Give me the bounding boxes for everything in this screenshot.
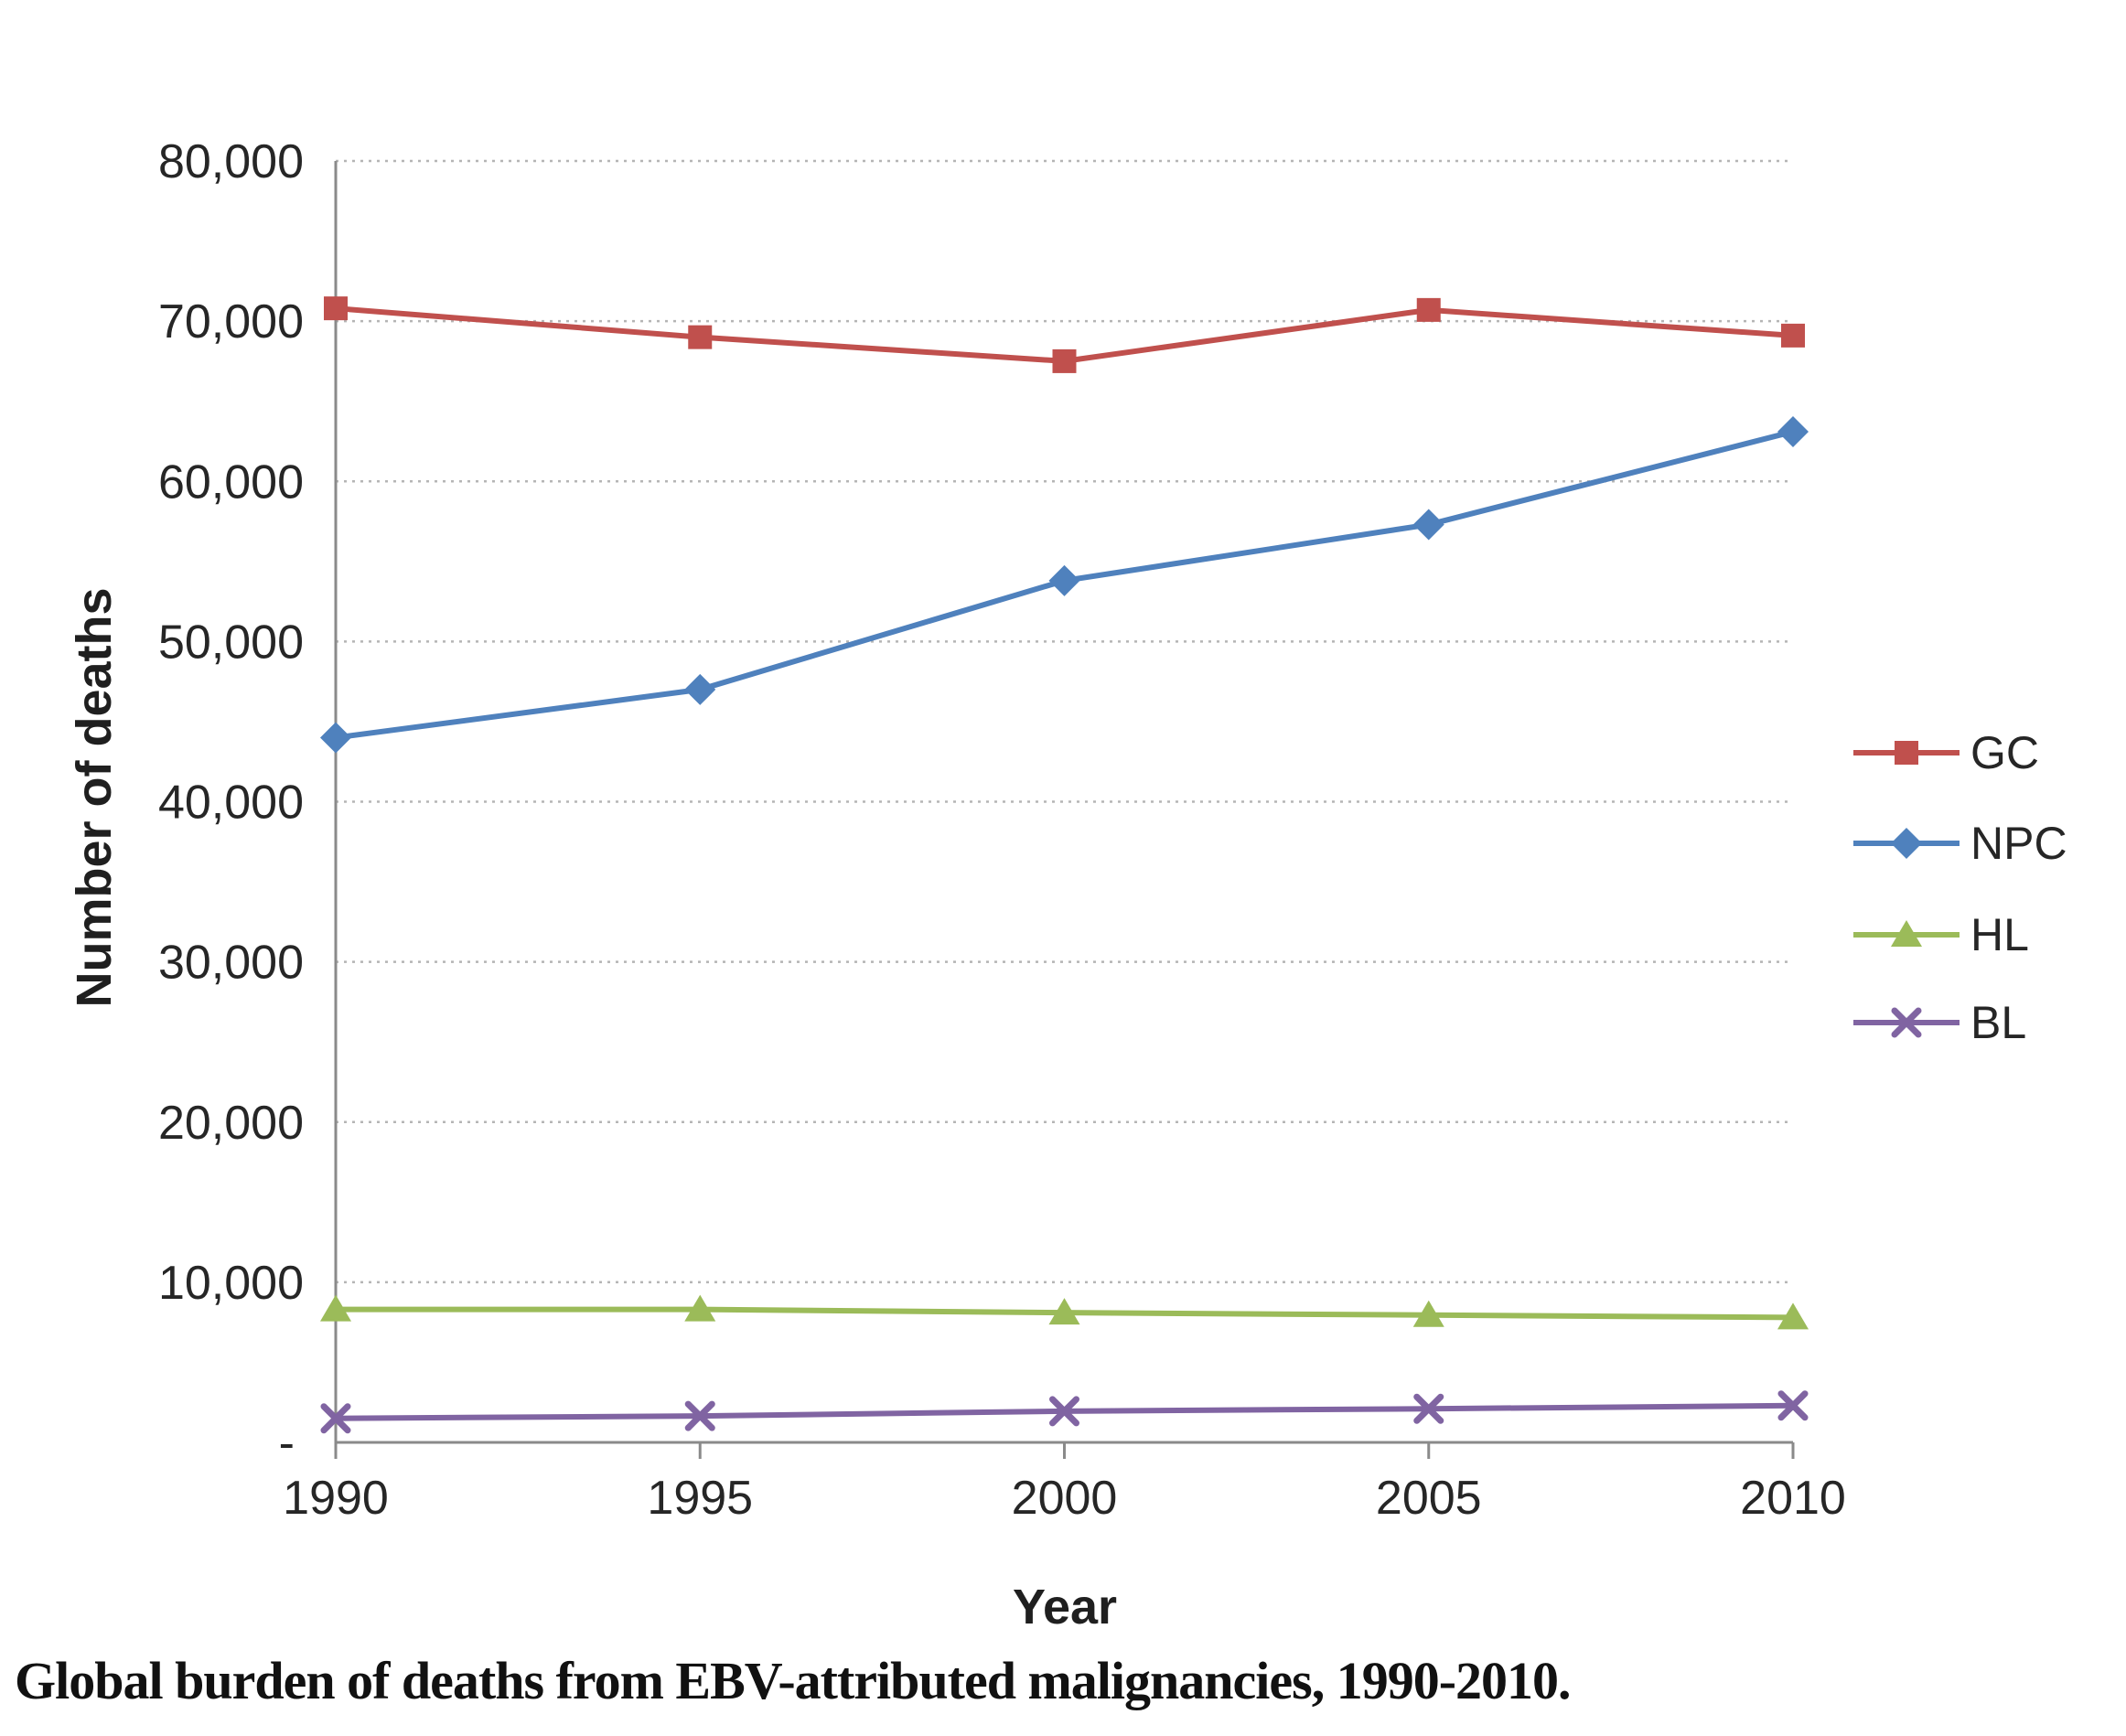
y-tick-label: 50,000	[158, 616, 304, 669]
figure-caption: Global burden of deaths from EBV-attribu…	[15, 1651, 1572, 1710]
y-tick-label: -	[279, 1417, 295, 1470]
legend-label: NPC	[1970, 818, 2067, 869]
y-tick-label: 60,000	[158, 455, 304, 509]
y-tick-label: 20,000	[158, 1097, 304, 1150]
legend-label: GC	[1970, 727, 2039, 778]
y-axis-title: Number of deaths	[67, 587, 122, 1008]
series-marker-bl	[684, 1400, 715, 1431]
legend-item-gc: GC	[1853, 727, 2039, 778]
x-tick-label: 1990	[283, 1472, 389, 1525]
x-tick-label: 2005	[1376, 1472, 1482, 1525]
legend-item-npc: NPC	[1853, 818, 2067, 869]
legend-item-bl: BL	[1853, 997, 2026, 1048]
y-tick-label: 10,000	[158, 1257, 304, 1310]
series-marker-hl	[1048, 1298, 1080, 1325]
series-marker-gc	[1416, 297, 1441, 322]
series-marker-gc	[1781, 323, 1805, 348]
legend-label: BL	[1970, 997, 2026, 1048]
series-marker-npc	[684, 673, 716, 705]
legend-marker	[1891, 828, 1922, 859]
series-marker-hl	[1777, 1302, 1809, 1330]
series-marker-gc	[324, 296, 348, 321]
series-marker-bl	[1413, 1393, 1444, 1424]
y-tick-label: 70,000	[158, 295, 304, 348]
x-tick-label: 1995	[647, 1472, 753, 1525]
legend-item-hl: HL	[1853, 909, 2029, 960]
series-marker-bl	[1777, 1390, 1809, 1421]
legend-marker	[1891, 1007, 1922, 1038]
series-marker-gc	[1052, 348, 1077, 373]
y-tick-label: 30,000	[158, 937, 304, 990]
series-marker-hl	[320, 1294, 351, 1322]
y-tick-label: 40,000	[158, 777, 304, 830]
series-marker-gc	[688, 325, 713, 349]
legend-label: HL	[1970, 909, 2029, 960]
y-tick-label: 80,000	[158, 135, 304, 188]
x-axis-title: Year	[1012, 1580, 1118, 1634]
series-marker-bl	[320, 1403, 351, 1434]
series-marker-bl	[1049, 1396, 1079, 1427]
series-marker-hl	[684, 1294, 716, 1322]
series-marker-npc	[1048, 564, 1080, 596]
x-tick-label: 2010	[1740, 1472, 1846, 1525]
x-tick-label: 2000	[1012, 1472, 1118, 1525]
series-marker-npc	[1777, 415, 1809, 447]
series-marker-npc	[1412, 509, 1444, 541]
legend-marker	[1891, 920, 1922, 947]
series-marker-npc	[320, 722, 351, 754]
legend-marker	[1895, 741, 1918, 765]
series-marker-hl	[1412, 1300, 1444, 1327]
